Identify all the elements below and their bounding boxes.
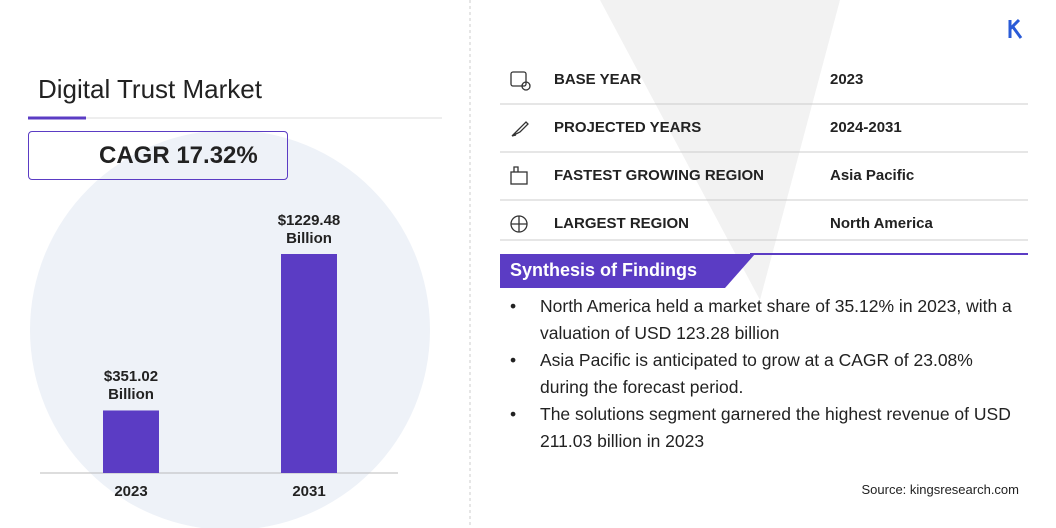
backdrop-shape [600,0,840,300]
value-label: $351.02 Billion [103,368,159,404]
logo [1008,18,1023,39]
stat-value: Asia Pacific [830,167,915,184]
source: Source: kingsresearch.com [861,482,1019,497]
x-tick-label: 2031 [292,483,326,500]
title: Digital Trust Market [38,74,262,104]
findings-list: North America held a market share of 35.… [510,293,1020,455]
bar [103,410,159,473]
x-tick-label: 2023 [114,483,148,500]
stat-rules [500,103,1028,241]
findings-banner [500,254,755,288]
stat-value: North America [830,215,933,232]
finding: North America held a market share of 35.… [510,293,1020,347]
finding: The solutions segment garnered the highe… [510,401,1020,455]
finding: Asia Pacific is anticipated to grow at a… [510,347,1020,401]
chart [40,254,398,474]
cagr-box: CAGR 17.32% [28,131,288,180]
cagr: CAGR 17.32% [99,142,258,169]
stat-label: FASTEST GROWING REGION [554,167,765,184]
stat-value: 2023 [830,71,864,88]
stat-icons [510,71,531,233]
stat-label: PROJECTED YEARS [554,119,702,136]
stat-label: LARGEST REGION [554,215,690,232]
bar [281,254,337,473]
value-label: $1229.48 Billion [277,212,341,247]
findings-title: Synthesis of Findings [510,260,698,280]
stat-value: 2024-2031 [830,119,902,136]
stat-label: BASE YEAR [554,71,642,88]
cagr-glyph [36,144,68,167]
